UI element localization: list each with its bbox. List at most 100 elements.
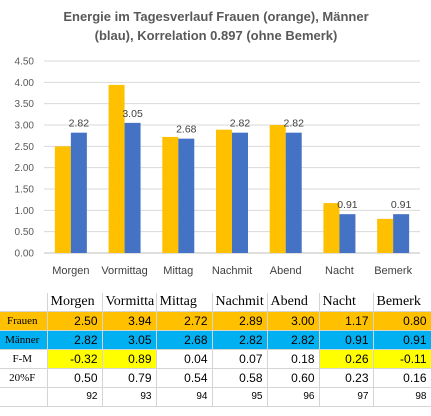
column-header: Morgen <box>47 293 103 312</box>
data-labels: 2.82 3.05 2.68 2.82 2.82 0.91 0.91 <box>69 108 412 211</box>
bar-frauen <box>377 218 394 253</box>
category-label: Nacht <box>325 265 354 277</box>
column-header: Bemerk <box>373 293 431 312</box>
data-label: 2.82 <box>69 118 90 130</box>
table-cell: 2.82 <box>212 330 268 350</box>
table-cell: -0.11 <box>373 349 431 369</box>
table-cell: 3.05 <box>102 330 157 350</box>
bar-frauen <box>269 125 286 253</box>
y-tick-label: 4.00 <box>15 78 35 89</box>
table-header-row: Morgen Vormitta Mittag Nachmit Abend Nacht Bem… <box>0 293 431 312</box>
bar-maenner <box>232 132 248 253</box>
column-header: Nachmit <box>212 293 268 312</box>
bar-maenner <box>339 214 356 253</box>
chart-title-line-1: Energie im Tagesverlauf Frauen (orange),… <box>63 9 368 24</box>
table-cell: 0.89 <box>102 349 157 369</box>
bar-frauen <box>162 136 179 253</box>
y-tick-label: 1.50 <box>15 185 35 196</box>
y-tick-label: 1.00 <box>15 206 35 217</box>
row-label: Männer <box>0 330 48 350</box>
table-cell: 2.68 <box>156 330 213 350</box>
table-cell: 1.17 <box>319 311 374 331</box>
row-label <box>0 387 48 407</box>
bar-frauen <box>54 146 71 253</box>
table-cell: 3.94 <box>102 311 157 331</box>
table-cell: 0.91 <box>373 330 431 350</box>
table-cell: 3.00 <box>267 311 320 331</box>
data-label: 2.82 <box>283 118 304 130</box>
table-cell: 96 <box>267 387 320 407</box>
table-cell: 0.79 <box>102 368 157 388</box>
table-cell: 98 <box>373 387 431 407</box>
table-row: 20%F 0.50 0.79 0.54 0.58 0.60 0.23 0.16 <box>0 368 431 388</box>
y-tick-label: 2.50 <box>15 142 35 153</box>
table-cell: 0.91 <box>319 330 374 350</box>
bar-maenner <box>70 132 87 253</box>
category-label: Bemerk <box>374 265 412 277</box>
row-label: F-M <box>0 349 48 369</box>
table-row: Frauen 2.50 3.94 2.72 2.89 3.00 1.17 0.80 <box>0 311 431 331</box>
column-header: Vormitta <box>102 293 157 312</box>
y-tick-label: 0.00 <box>15 249 35 260</box>
table-cell: 95 <box>212 387 268 407</box>
table-cell: 0.60 <box>267 368 320 388</box>
data-label: 0.91 <box>337 199 358 211</box>
data-label: 2.68 <box>176 124 197 136</box>
table-cell: 0.07 <box>212 349 268 369</box>
chart-title-line-2: (blau), Korrelation 0.897 (ohne Bemerk) <box>95 28 338 43</box>
data-label: 0.91 <box>391 199 412 211</box>
y-tick-label: 4.50 <box>15 57 35 68</box>
column-header: Mittag <box>156 293 213 312</box>
y-tick-label: 2.00 <box>15 163 35 174</box>
table-cell: 0.04 <box>156 349 213 369</box>
y-tick-label: 3.00 <box>15 121 35 132</box>
y-tick-label: 0.50 <box>15 227 35 238</box>
table-cell: 2.89 <box>212 311 268 331</box>
bar-frauen <box>216 129 232 253</box>
category-label: Mittag <box>163 265 193 277</box>
table-cell: 0.16 <box>373 368 431 388</box>
bar-maenner <box>285 132 302 253</box>
bar-frauen <box>108 84 125 253</box>
y-tick-label: 3.50 <box>15 99 35 110</box>
table-cell: 94 <box>156 387 213 407</box>
bar-maenner <box>124 122 141 253</box>
bar-frauen <box>323 203 340 253</box>
header-blank-cell <box>0 293 48 312</box>
table-cell: 0.23 <box>319 368 374 388</box>
table-cell: 97 <box>319 387 374 407</box>
table-cell: 2.72 <box>156 311 213 331</box>
bar-maenner <box>393 214 410 253</box>
table-cell: 0.54 <box>156 368 213 388</box>
table-cell: 92 <box>47 387 103 407</box>
data-table: Morgen Vormitta Mittag Nachmit Abend Nacht Bem… <box>0 293 431 407</box>
table-row: F-M -0.32 0.89 0.04 0.07 0.18 0.26 -0.11 <box>0 349 431 369</box>
table-cell: 2.50 <box>47 311 103 331</box>
bars <box>54 84 410 253</box>
column-header: Abend <box>267 293 320 312</box>
table-cell: -0.32 <box>47 349 103 369</box>
table-cell: 0.26 <box>319 349 374 369</box>
energy-bar-chart: Energie im Tagesverlauf Frauen (orange),… <box>15 9 420 277</box>
y-axis-ticks: 0.00 0.50 1.00 1.50 2.00 2.50 3.00 3.50 4.00 4.50 <box>15 57 35 260</box>
bar-maenner <box>178 138 195 253</box>
category-label: Abend <box>270 265 302 277</box>
table-cell: 0.18 <box>267 349 320 369</box>
row-label: Frauen <box>0 311 48 331</box>
table-cell: 0.58 <box>212 368 268 388</box>
table-cell: 93 <box>102 387 157 407</box>
table-cell: 0.50 <box>47 368 103 388</box>
category-label: Nachmit <box>212 265 252 277</box>
table-row: Männer 2.82 3.05 2.68 2.82 2.82 0.91 0.91 <box>0 330 431 350</box>
table-cell: 2.82 <box>267 330 320 350</box>
category-label: Morgen <box>52 265 89 277</box>
data-label: 2.82 <box>230 118 251 130</box>
category-label: Vormittag <box>101 265 147 277</box>
table-cell: 2.82 <box>47 330 103 350</box>
x-axis-categories: Morgen Vormittag Mittag Nachmit Abend Nacht Be… <box>52 265 412 277</box>
data-label: 3.05 <box>122 108 143 120</box>
column-header: Nacht <box>319 293 374 312</box>
table-cell: 0.80 <box>373 311 431 331</box>
row-label: 20%F <box>0 368 48 388</box>
table-row: 92 93 94 95 96 97 98 <box>0 387 431 407</box>
